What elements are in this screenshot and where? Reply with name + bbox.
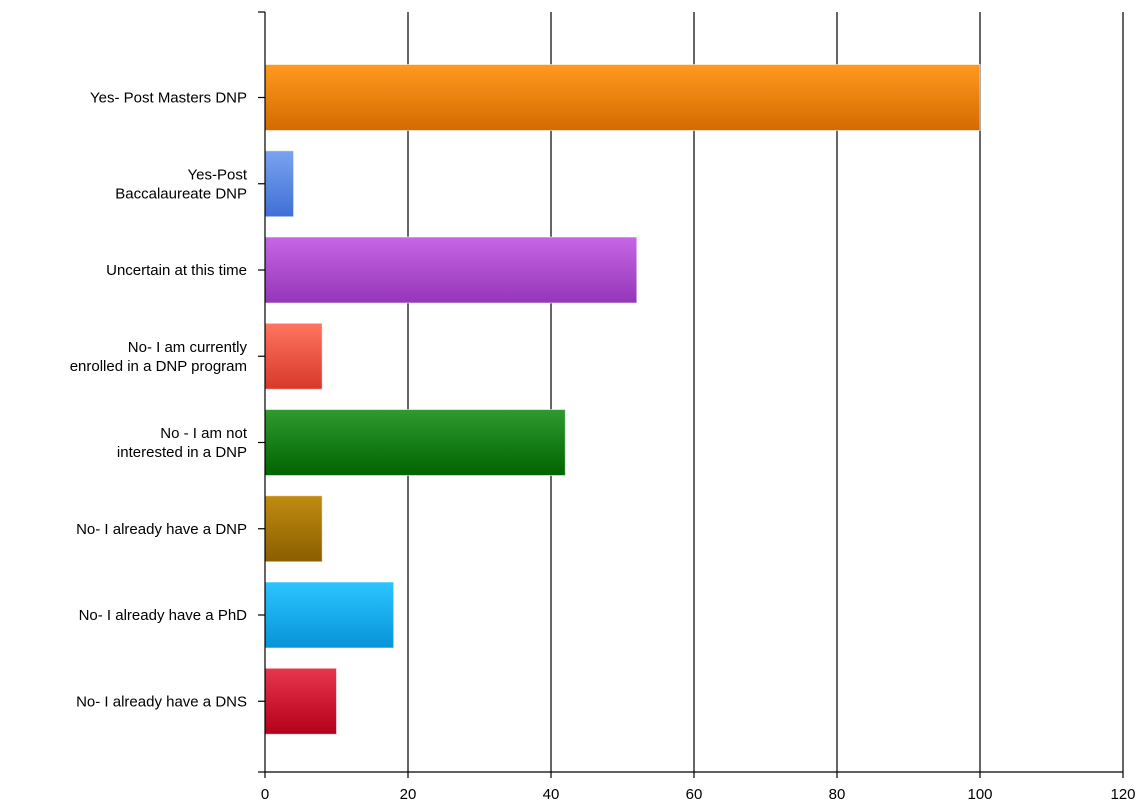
axes — [258, 11, 1124, 778]
category-label: interested in a DNP — [117, 444, 247, 461]
bar — [264, 236, 638, 304]
bar — [264, 495, 323, 563]
bars — [264, 64, 981, 735]
bar — [264, 409, 566, 476]
x-tick-label: 40 — [543, 786, 560, 803]
category-label: No- I already have a PhD — [79, 607, 248, 624]
category-label: Yes- Post Masters DNP — [90, 90, 247, 107]
bar — [264, 150, 295, 218]
category-label: No - I am not — [160, 425, 248, 442]
bar — [264, 322, 323, 390]
bar — [264, 64, 981, 131]
category-label: Yes-Post — [188, 166, 248, 183]
x-tick-label: 100 — [967, 786, 992, 803]
category-label: enrolled in a DNP program — [70, 358, 247, 375]
grid-lines — [407, 12, 1124, 772]
x-tick-label: 0 — [261, 786, 269, 803]
x-tick-label: 120 — [1110, 786, 1135, 803]
bar — [264, 581, 395, 649]
category-label: No- I already have a DNP — [76, 521, 247, 538]
x-tick-label: 80 — [829, 786, 846, 803]
category-label: No- I am currently — [128, 339, 248, 356]
bar — [264, 667, 337, 735]
category-label: No- I already have a DNS — [76, 693, 247, 710]
category-label: Uncertain at this time — [106, 262, 247, 279]
category-label: Baccalaureate DNP — [115, 185, 247, 202]
x-tick-label: 60 — [686, 786, 703, 803]
category-labels: Yes- Post Masters DNP Yes-Post Baccalaurea… — [70, 90, 248, 711]
x-tick-label: 20 — [400, 786, 417, 803]
tick-labels: 0 20 40 60 80 100 120 — [261, 786, 1136, 803]
